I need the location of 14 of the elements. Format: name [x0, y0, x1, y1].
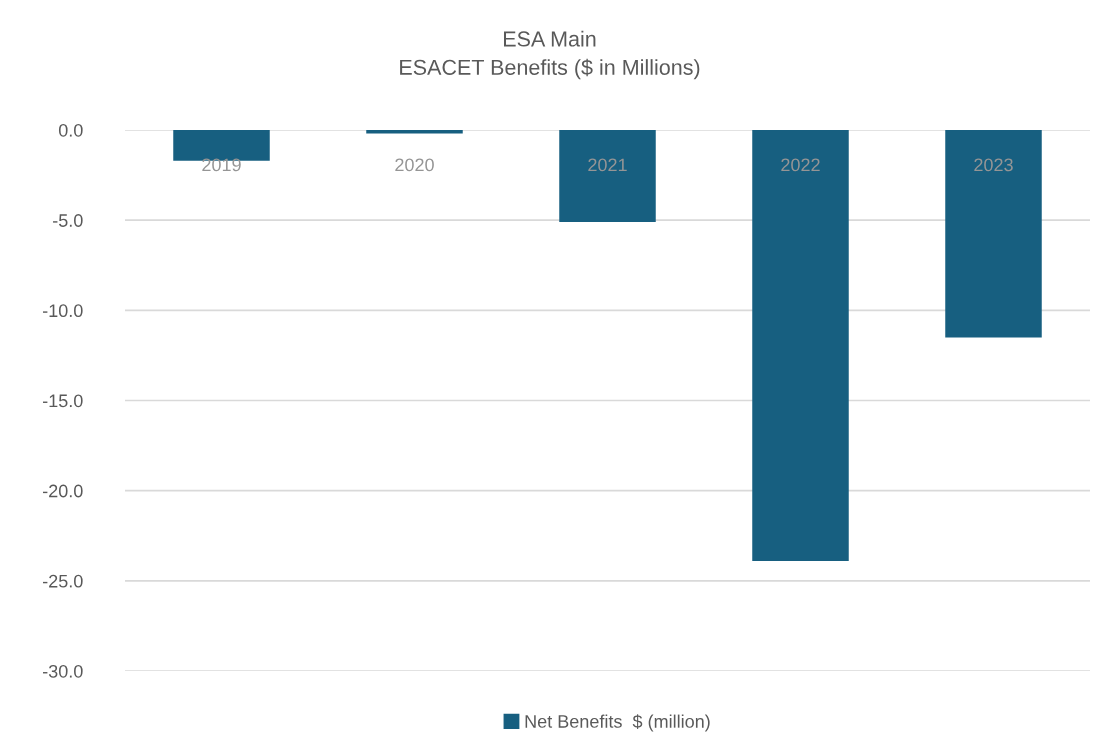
chart-title: ESA Main ESACET Benefits ($ in Millions)	[400, 30, 700, 80]
x-tick-label: 2019	[202, 158, 241, 172]
y-tick-label: -30.0	[42, 664, 83, 678]
x-tick-label: 2020	[395, 158, 434, 172]
y-tick-label: -20.0	[42, 484, 83, 498]
y-tick-label: -10.0	[42, 304, 83, 318]
x-tick-label: 2023	[974, 158, 1013, 172]
y-tick-label: -25.0	[42, 574, 83, 588]
y-tick-label: 0.0	[58, 123, 83, 137]
x-tick-label: 2022	[781, 158, 820, 172]
y-tick-label: -5.0	[53, 214, 83, 227]
x-tick-label: 2021	[588, 158, 627, 172]
legend-label: Net Benefits $ (million)	[525, 714, 710, 732]
y-tick-label: -15.0	[42, 394, 83, 408]
